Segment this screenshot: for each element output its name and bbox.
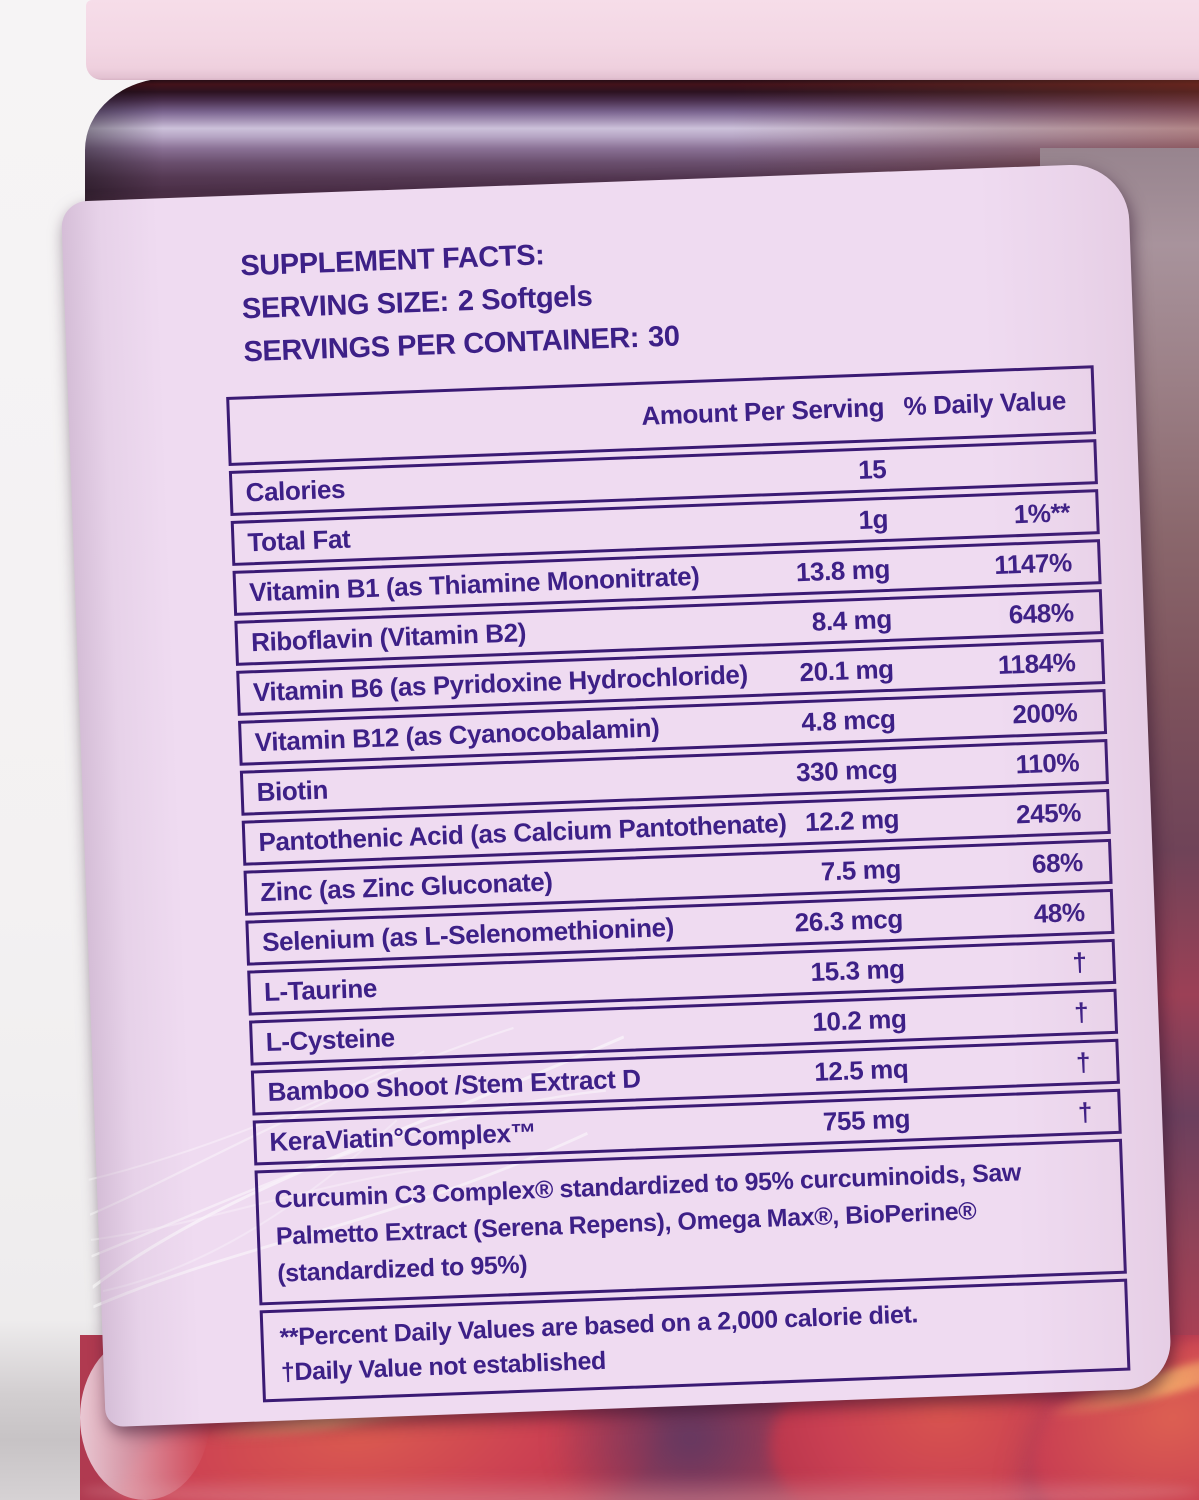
nutrient-amount: 330 mcg: [795, 753, 898, 788]
nutrient-amount: 8.4 mg: [811, 603, 893, 637]
blend-note: Curcumin C3 Complex® standardized to 95%…: [254, 1138, 1127, 1306]
bottle-cap: [86, 0, 1199, 80]
nutrient-amount: 20.1 mg: [799, 653, 895, 688]
nutrient-daily-value: †: [1077, 1096, 1093, 1128]
nutrient-name: Zinc (as Zinc Gluconate): [259, 866, 554, 908]
servings-per-container-label: SERVINGS PER CONTAINER:: [242, 321, 640, 369]
nutrient-daily-value: 48%: [1033, 896, 1086, 929]
nutrient-name: Total Fat: [246, 523, 351, 558]
nutrient-name: L-Cysteine: [265, 1022, 396, 1058]
nutrient-name: Selenium (as L-Selenomethionine): [261, 911, 675, 958]
serving-size-label: SERVING SIZE:: [241, 285, 450, 326]
nutrient-name: Vitamin B6 (as Pyridoxine Hydrochloride): [252, 659, 749, 708]
nutrient-name: Biotin: [256, 774, 329, 808]
nutrient-daily-value: 200%: [1011, 697, 1078, 730]
nutrient-amount: 7.5 mg: [820, 853, 902, 887]
nutrient-daily-value: 1147%: [993, 547, 1073, 580]
servings-per-container-value: 30: [647, 320, 681, 354]
nutrient-daily-value: 245%: [1015, 797, 1082, 830]
nutrient-daily-value: 110%: [1015, 747, 1080, 780]
nutrient-amount: 4.8 mcg: [800, 703, 896, 738]
nutrient-daily-value: 1%**: [1013, 497, 1071, 530]
nutrient-daily-value: 68%: [1031, 846, 1084, 879]
label-header: SUPPLEMENT FACTS: SERVING SIZE: 2 Softgel…: [240, 229, 681, 374]
nutrient-name: Vitamin B1 (as Thiamine Mononitrate): [248, 560, 700, 608]
nutrient-daily-value: †: [1073, 996, 1089, 1028]
nutrient-amount: 15.3 mg: [810, 953, 906, 987]
nutrient-name: L-Taurine: [263, 972, 378, 1008]
nutrient-amount: 12.5 mq: [813, 1053, 909, 1087]
nutrient-name: KeraViatin°Complex™: [268, 1117, 537, 1157]
nutrient-name: Bamboo Shoot /Stem Extract D: [267, 1063, 642, 1107]
column-header-daily-value: % Daily Value: [902, 385, 1067, 422]
nutrient-amount: 15: [857, 453, 887, 485]
nutrient-amount: 1g: [857, 503, 889, 535]
nutrient-name: Riboflavin (Vitamin B2): [250, 617, 527, 658]
column-header-amount: Amount Per Serving: [640, 391, 885, 431]
nutrient-daily-value: †: [1075, 1046, 1091, 1078]
facts-table: Amount Per Serving % Daily Value Calorie…: [226, 365, 1131, 1403]
jar-bottom-haze: [80, 1474, 1199, 1500]
supplement-facts-label: SUPPLEMENT FACTS: SERVING SIZE: 2 Softgel…: [60, 162, 1173, 1428]
nutrient-name: Vitamin B12 (as Cyanocobalamin): [254, 712, 660, 758]
nutrient-daily-value: 1184%: [997, 647, 1076, 680]
nutrient-daily-value: †: [1071, 946, 1087, 978]
nutrient-amount: 26.3 mcg: [794, 903, 904, 938]
nutrient-daily-value: 648%: [1008, 597, 1075, 630]
nutrient-name: Pantothenic Acid (as Calcium Pantothenat…: [257, 807, 788, 858]
nutrient-amount: 12.2 mg: [804, 803, 900, 838]
nutrient-name: Calories: [245, 473, 346, 508]
nutrient-amount: 13.8 mg: [795, 553, 891, 588]
serving-size-value: 2 Softgels: [457, 280, 593, 318]
nutrient-amount: 755 mg: [822, 1103, 911, 1137]
nutrient-amount: 10.2 mg: [811, 1003, 907, 1037]
